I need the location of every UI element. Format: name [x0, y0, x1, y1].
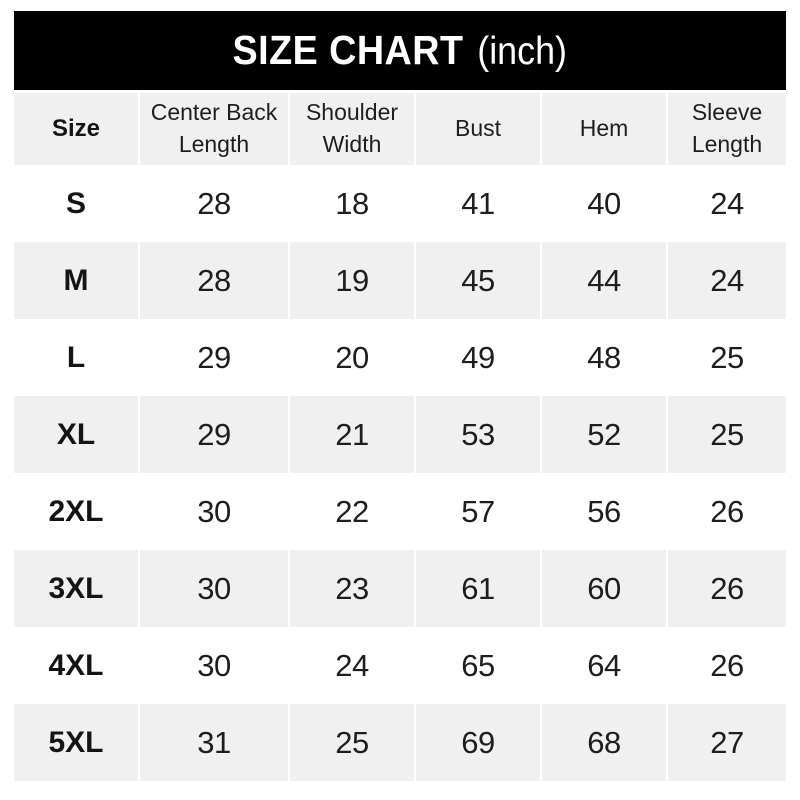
measurement-value: 25: [668, 319, 786, 396]
title-unit: (inch): [477, 30, 568, 73]
measurement-value: 64: [542, 627, 666, 704]
measurement-value: 28: [140, 165, 288, 242]
measurement-value: 48: [542, 319, 666, 396]
column-header: Shoulder Width: [290, 93, 414, 165]
measurement-value: 41: [416, 165, 540, 242]
measurement-value: 18: [290, 165, 414, 242]
page-title: SIZE CHART (inch): [233, 27, 567, 74]
column-header: Sleeve Length: [668, 93, 786, 165]
measurement-value: 25: [668, 396, 786, 473]
measurement-value: 68: [542, 704, 666, 781]
measurement-value: 60: [542, 550, 666, 627]
size-label: L: [14, 319, 138, 396]
measurement-value: 30: [140, 473, 288, 550]
column-header: Bust: [416, 93, 540, 165]
measurement-value: 56: [542, 473, 666, 550]
size-label: 2XL: [14, 473, 138, 550]
size-chart-table: Size Center Back Length Shoulder Width Bust…: [14, 93, 786, 781]
size-label: 3XL: [14, 550, 138, 627]
title-main: SIZE CHART: [232, 27, 464, 73]
measurement-value: 26: [668, 473, 786, 550]
measurement-value: 20: [290, 319, 414, 396]
measurement-value: 30: [140, 550, 288, 627]
measurement-value: 40: [542, 165, 666, 242]
measurement-value: 61: [416, 550, 540, 627]
title-bar: SIZE CHART (inch): [14, 11, 786, 90]
measurement-value: 69: [416, 704, 540, 781]
measurement-value: 31: [140, 704, 288, 781]
measurement-value: 28: [140, 242, 288, 319]
size-label: S: [14, 165, 138, 242]
measurement-value: 29: [140, 319, 288, 396]
measurement-value: 25: [290, 704, 414, 781]
measurement-value: 22: [290, 473, 414, 550]
size-label: 5XL: [14, 704, 138, 781]
measurement-value: 65: [416, 627, 540, 704]
measurement-value: 57: [416, 473, 540, 550]
measurement-value: 19: [290, 242, 414, 319]
measurement-value: 24: [668, 242, 786, 319]
column-header: Center Back Length: [140, 93, 288, 165]
measurement-value: 45: [416, 242, 540, 319]
measurement-value: 49: [416, 319, 540, 396]
measurement-value: 24: [290, 627, 414, 704]
measurement-value: 24: [668, 165, 786, 242]
measurement-value: 26: [668, 550, 786, 627]
size-label: M: [14, 242, 138, 319]
column-header: Hem: [542, 93, 666, 165]
measurement-value: 27: [668, 704, 786, 781]
measurement-value: 23: [290, 550, 414, 627]
measurement-value: 29: [140, 396, 288, 473]
measurement-value: 44: [542, 242, 666, 319]
measurement-value: 53: [416, 396, 540, 473]
size-label: XL: [14, 396, 138, 473]
measurement-value: 26: [668, 627, 786, 704]
size-label: 4XL: [14, 627, 138, 704]
measurement-value: 30: [140, 627, 288, 704]
measurement-value: 21: [290, 396, 414, 473]
header-cell-size: Size: [14, 93, 138, 165]
measurement-value: 52: [542, 396, 666, 473]
